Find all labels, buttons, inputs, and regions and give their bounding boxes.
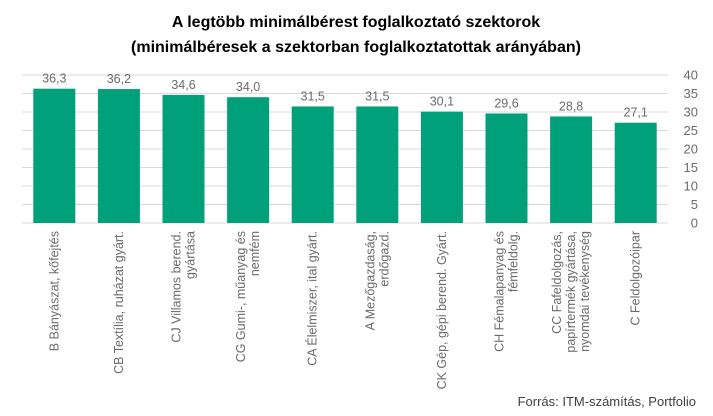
category-label-line: CG Gumi-, műanyag és (234, 231, 248, 362)
bar (614, 122, 657, 223)
bar (162, 94, 205, 223)
category-label-line: CJ Villamos berend. (170, 231, 184, 343)
category-label: CB Textília, ruházat gyárt. (112, 231, 126, 374)
y-tick-label: 40 (684, 68, 698, 83)
category-label: CG Gumi-, műanyag és nemfém (234, 231, 262, 362)
chart-title-line-2: (minimálbéresek a szektorban foglalkozta… (131, 39, 581, 56)
category-label-line: gyártása (184, 231, 198, 279)
y-tick-label: 0 (691, 216, 698, 231)
category-label-line: nyomdai tevékenység (578, 231, 592, 352)
y-tick-label: 15 (684, 160, 698, 175)
bar (97, 89, 140, 223)
category-label: CH Fémalapanyag és fémfeldolg. (493, 231, 521, 352)
chart-title-line-1: A legtöbb minimálbérest foglalkoztató sz… (172, 14, 540, 31)
value-label: 34,0 (236, 80, 260, 94)
category-label: CC Fafeldolgozás, papírtermék gyártása, ny… (550, 231, 592, 353)
y-tick-label: 20 (684, 142, 698, 157)
y-tick-label: 35 (684, 86, 698, 101)
value-label: 36,3 (42, 72, 66, 86)
value-labels: 36,3 36,2 34,6 34,0 31,5 31,5 30,1 29,6 28,8 27,1 (42, 72, 648, 120)
category-labels: B Bányászat, kőfejtés CB Textília, ruháza… (47, 231, 642, 389)
bar (291, 106, 334, 223)
value-label: 29,6 (494, 96, 518, 110)
source-note: Forrás: ITM-számítás, Portfolio (518, 394, 696, 409)
category-label-line: CA Élelmiszer, ital gyárt. (305, 231, 320, 366)
category-label-line: A Mezőgazdaság, (363, 231, 377, 330)
bar (227, 97, 270, 223)
value-label: 27,1 (624, 106, 648, 120)
category-label: B Bányászat, kőfejtés (47, 231, 61, 351)
category-label-line: CH Fémalapanyag és (493, 231, 507, 352)
bar (420, 111, 463, 223)
category-label-line: nemfém (248, 231, 262, 276)
category-label-line: CB Textília, ruházat gyárt. (112, 231, 126, 374)
value-label: 30,1 (430, 95, 454, 109)
bars (33, 88, 657, 223)
category-label: C Feldolgozóipar (629, 231, 643, 326)
category-label-line: fémfeldolg. (507, 231, 521, 292)
value-label: 36,2 (107, 72, 131, 86)
category-label-line: CK Gép, gépi berend. Gyárt. (435, 231, 449, 389)
y-tick-label: 10 (684, 179, 698, 194)
category-label: CJ Villamos berend. gyártása (170, 231, 198, 343)
category-label: A Mezőgazdaság, erdőgazd. (363, 231, 391, 330)
value-label: 34,6 (171, 78, 195, 92)
category-label: CK Gép, gépi berend. Gyárt. (435, 231, 449, 389)
y-tick-label: 30 (684, 105, 698, 120)
category-label-line: erdőgazd. (377, 231, 391, 287)
bar (356, 106, 399, 223)
category-label: CA Élelmiszer, ital gyárt. (305, 231, 320, 366)
value-label: 31,5 (365, 89, 389, 103)
category-label-line: papírtermék gyártása, (564, 231, 578, 353)
y-axis-ticks: 0 5 10 15 20 25 30 35 40 (684, 68, 698, 231)
y-tick-label: 5 (691, 197, 698, 212)
y-tick-label: 25 (684, 123, 698, 138)
category-label-line: B Bányászat, kőfejtés (47, 231, 61, 351)
bar (33, 88, 76, 223)
category-label-line: CC Fafeldolgozás, (550, 231, 564, 334)
value-label: 28,8 (559, 99, 583, 113)
category-label-line: C Feldolgozóipar (629, 231, 643, 326)
value-label: 31,5 (301, 89, 325, 103)
bar (550, 116, 593, 223)
bar (485, 113, 528, 223)
